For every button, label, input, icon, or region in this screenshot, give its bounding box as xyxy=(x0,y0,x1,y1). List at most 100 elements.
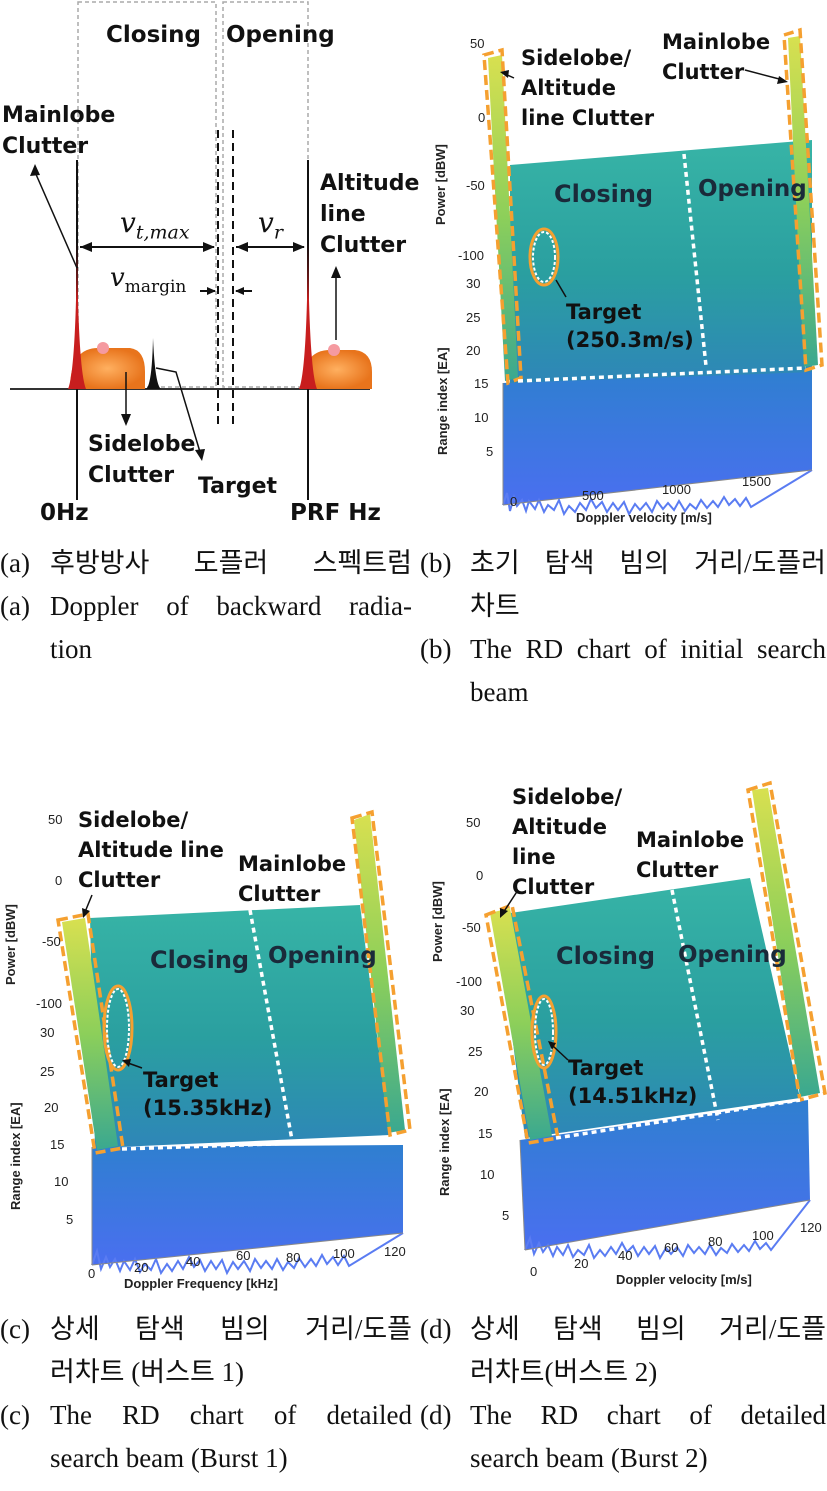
mainlobe-label-2: Clutter xyxy=(238,882,321,906)
closing-label: Closing xyxy=(106,22,201,48)
power-tick: 0 xyxy=(478,110,486,125)
sidelobe-clutter-line2: Clutter xyxy=(88,463,175,488)
x-tick: 60 xyxy=(664,1240,679,1255)
mainlobe-ridge xyxy=(752,788,820,1097)
mainlobe-label-1: Mainlobe xyxy=(636,828,745,852)
altitude-clutter-line2: line xyxy=(320,202,366,227)
caption-d-en-line1: The RD chart of detailed xyxy=(470,1400,826,1430)
panel-d-rd-chart xyxy=(484,780,827,1261)
target-label: Target xyxy=(198,474,278,499)
sidelobe-ridge xyxy=(490,908,552,1140)
caption-d-en-key: (d) xyxy=(420,1400,452,1430)
range-tick: 15 xyxy=(478,1126,493,1141)
opening-label: Opening xyxy=(226,22,335,48)
caption-c-en-key: (c) xyxy=(0,1400,30,1430)
target-peak xyxy=(146,338,161,389)
power-tick: -50 xyxy=(42,934,61,949)
mainlobe-outline xyxy=(782,27,824,373)
target-label-1: Target xyxy=(143,1068,219,1092)
caption-a-kr-key: (a) xyxy=(0,548,30,578)
vr-arrowhead-right xyxy=(293,242,305,252)
x-tick: 120 xyxy=(384,1244,406,1259)
sidelobe-label-3: line xyxy=(512,845,556,869)
axis-bottom xyxy=(502,469,813,506)
mainlobe-ridge xyxy=(354,814,405,1133)
clutter-field xyxy=(510,140,812,383)
range-axis-label: Range index [EA] xyxy=(8,1102,23,1210)
sidelobe-arrowhead xyxy=(500,908,508,918)
x-tick: 80 xyxy=(708,1234,723,1249)
mainlobe-outline xyxy=(746,780,827,1103)
axis-bottom xyxy=(524,1199,811,1251)
target-pointer xyxy=(155,367,201,453)
caption-a-kr: 후방방사 도플러 스펙트럼 xyxy=(50,548,412,578)
vtmax-symbol: vt,max xyxy=(120,206,190,244)
power-axis-label: Power [dBW] xyxy=(3,904,18,985)
sidelobe-label-3: Clutter xyxy=(78,868,161,892)
altitude-clutter-line3: Clutter xyxy=(320,233,407,258)
sidelobe-label-2: Altitude xyxy=(512,815,607,839)
clutter-field xyxy=(90,905,390,1148)
x-tick: 0 xyxy=(88,1266,96,1281)
x-tick: 100 xyxy=(333,1246,355,1261)
target-arrowhead xyxy=(122,1059,131,1067)
sidelobe-peak-right xyxy=(328,344,340,356)
sidelobe-arrowhead xyxy=(500,70,509,78)
x-tick: 20 xyxy=(134,1260,149,1275)
target-arrow xyxy=(127,1062,143,1069)
mainlobe-label-1: Mainlobe xyxy=(662,30,771,54)
margin-arrowhead-right xyxy=(235,287,244,295)
sidelobe-label-3: line Clutter xyxy=(521,106,655,130)
closing-box xyxy=(77,1,217,388)
target-arrowhead xyxy=(548,1041,556,1050)
mainlobe-label-2: Clutter xyxy=(662,60,745,84)
caption-b-en-line2: beam xyxy=(470,677,529,707)
closing-opening-divider xyxy=(670,889,720,1121)
closing-label: Closing xyxy=(554,180,654,208)
caption-c-en-line1: The RD chart of detailed xyxy=(50,1400,412,1430)
caption-c-kr-line1: 상세 탐색 빔의 거리/도플 xyxy=(50,1314,412,1344)
caption-c-en-line2: search beam (Burst 1) xyxy=(50,1443,288,1473)
altitude-clutter-line1: Altitude xyxy=(320,171,420,196)
vtmax-arrowhead-left xyxy=(80,242,92,252)
range-15-line xyxy=(517,366,807,383)
caption-a-en-line2: tion xyxy=(50,634,93,664)
power-tick: -100 xyxy=(36,996,63,1011)
caption-c-kr-key: (c) xyxy=(0,1314,30,1344)
power-tick: -100 xyxy=(456,974,483,989)
range-15-line xyxy=(121,1138,396,1151)
noise-spikes xyxy=(502,469,813,517)
mainlobe-arrow xyxy=(744,69,784,81)
range-tick: 20 xyxy=(474,1084,489,1099)
mainlobe-label-1: Mainlobe xyxy=(238,852,347,876)
power-tick: -50 xyxy=(466,178,485,193)
noise-spikes xyxy=(524,1199,811,1261)
prf-hz-label: PRF Hz xyxy=(290,500,381,526)
mainlobe-clutter-line1: Mainlobe xyxy=(2,103,116,128)
range-tick: 10 xyxy=(474,410,489,425)
vmargin-symbol: vmargin xyxy=(110,263,187,298)
margin-arrowhead-left xyxy=(207,287,216,295)
opening-label: Opening xyxy=(268,943,377,969)
target-ellipse xyxy=(530,994,558,1070)
axis-bottom xyxy=(91,1232,404,1266)
range-tick: 25 xyxy=(466,310,481,325)
x-tick: 100 xyxy=(752,1228,774,1243)
range-tick: 5 xyxy=(486,444,494,459)
sidelobe-peak-left xyxy=(97,342,109,354)
range-tick: 10 xyxy=(480,1167,495,1182)
mainlobe-clutter-line2: Clutter xyxy=(2,134,89,159)
closing-opening-divider xyxy=(248,909,294,1141)
target-ellipse xyxy=(102,984,134,1072)
x-tick: 1000 xyxy=(662,482,691,497)
power-tick: -100 xyxy=(458,248,485,263)
mainlobe-outline xyxy=(350,809,412,1138)
sidelobe-label-1: Sidelobe/ xyxy=(512,785,623,809)
target-label-2: (250.3m/s) xyxy=(566,328,694,352)
sidelobe-label-2: Altitude line xyxy=(78,838,224,862)
vtmax-arrowhead-right xyxy=(203,242,215,252)
caption-b-kr-line2: 차트 xyxy=(470,591,520,621)
sidelobe-outline xyxy=(482,47,523,386)
caption-b-en-line1: The RD chart of initial search xyxy=(470,634,826,664)
range-tick: 25 xyxy=(468,1044,483,1059)
